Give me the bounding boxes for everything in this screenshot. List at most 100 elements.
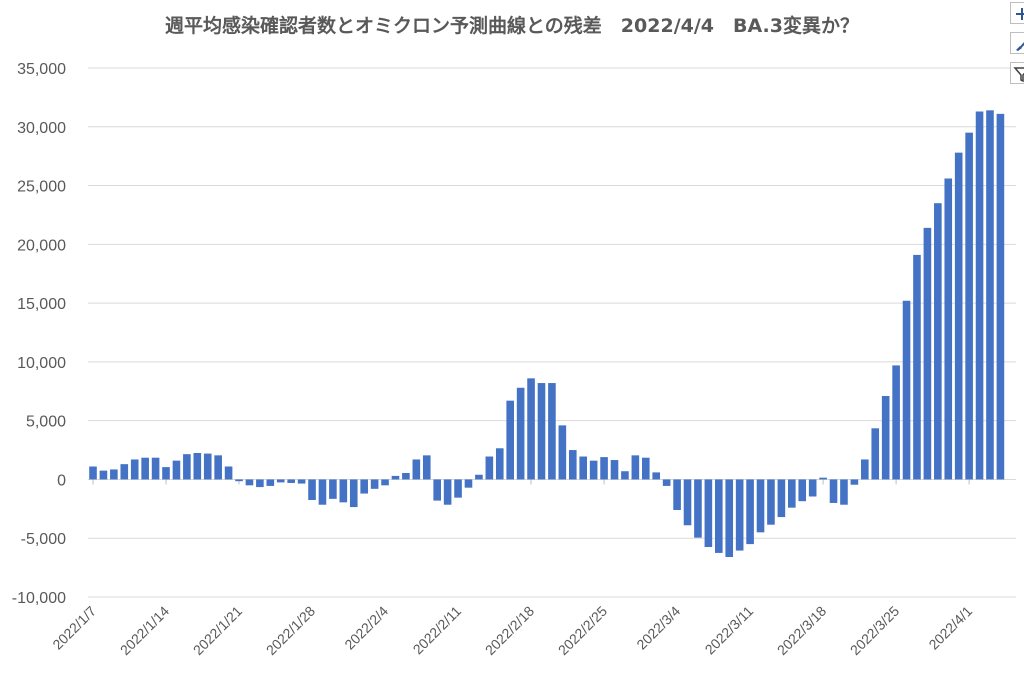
bar	[537, 383, 546, 480]
bar	[495, 448, 504, 480]
bar	[349, 479, 358, 508]
bar	[422, 455, 431, 480]
y-tick-label: 30,000	[17, 120, 66, 137]
bar	[840, 479, 848, 505]
bar	[256, 479, 264, 488]
bar	[621, 471, 629, 480]
bar	[360, 479, 368, 494]
bar	[370, 479, 379, 489]
bar	[454, 479, 462, 498]
bar	[788, 479, 796, 508]
y-tick-label: 20,000	[17, 237, 66, 254]
bar	[381, 479, 389, 486]
x-tick-label: 2022/3/11	[702, 603, 757, 658]
bar	[516, 387, 525, 480]
bar	[746, 479, 754, 545]
bar	[464, 479, 473, 488]
bar	[683, 479, 692, 526]
bar	[151, 457, 160, 480]
bar	[339, 479, 348, 503]
x-tick-label: 2022/1/14	[117, 603, 173, 659]
x-tick-label: 2022/3/18	[774, 603, 830, 659]
x-tick-label: 2022/1/21	[190, 603, 246, 659]
bar	[808, 479, 817, 497]
bar	[183, 454, 191, 480]
x-tick-label: 2022/1/28	[263, 603, 319, 659]
bar	[673, 479, 681, 510]
bar	[506, 400, 514, 480]
y-tick-label: -10,000	[12, 590, 66, 607]
bar	[829, 479, 838, 503]
x-tick-label: 2022/2/11	[410, 603, 465, 658]
bar	[934, 203, 942, 480]
bar	[902, 300, 911, 480]
bar	[527, 378, 535, 480]
x-tick-label: 2022/3/25	[847, 603, 903, 659]
bar	[913, 254, 921, 480]
bar	[214, 455, 222, 480]
bar	[756, 479, 765, 533]
bar	[172, 460, 181, 480]
bar	[203, 453, 212, 480]
ticks: 35,000 30,000 25,000 20,000 15,000 10,000 5,00…	[12, 61, 976, 658]
bar	[892, 365, 900, 480]
bar	[631, 455, 640, 480]
bar	[308, 479, 316, 501]
bar	[245, 479, 254, 486]
bar	[725, 479, 734, 558]
chart-elements-button[interactable]	[1010, 2, 1024, 24]
y-tick-label: 10,000	[17, 355, 66, 372]
bar	[641, 457, 650, 480]
x-tick-label: 2022/2/18	[482, 603, 538, 659]
bar	[923, 227, 932, 480]
bar	[662, 479, 671, 486]
bar	[318, 479, 327, 505]
y-tick-label: 0	[57, 472, 66, 489]
chart-filters-button[interactable]	[1010, 62, 1024, 84]
bar	[224, 466, 233, 480]
bar	[433, 479, 441, 501]
x-tick-label: 2022/2/4	[341, 603, 391, 653]
bar	[329, 479, 337, 499]
bars	[89, 110, 1005, 558]
grid	[88, 67, 1016, 598]
bar	[871, 428, 880, 480]
bar	[735, 479, 744, 551]
bar	[99, 470, 108, 480]
bar	[235, 479, 243, 482]
bar	[944, 178, 953, 480]
y-tick-label: -5,000	[21, 531, 66, 548]
bar	[568, 450, 577, 480]
y-tick-label: 5,000	[26, 414, 66, 431]
bar	[485, 456, 494, 480]
bar	[861, 459, 869, 480]
bar	[975, 111, 984, 480]
chart-styles-button[interactable]	[1010, 32, 1024, 54]
bar	[986, 110, 994, 480]
bar	[287, 479, 295, 483]
bar	[694, 479, 702, 538]
y-tick-label: 35,000	[17, 61, 66, 78]
bar	[297, 479, 306, 484]
bar	[558, 425, 567, 480]
bar	[89, 466, 97, 480]
brush-icon	[1016, 42, 1024, 51]
bar	[850, 479, 859, 485]
plus-icon	[1016, 8, 1024, 20]
bar	[193, 452, 202, 480]
bar	[141, 457, 149, 480]
bar	[579, 456, 588, 480]
y-tick-label: 25,000	[17, 179, 66, 196]
bar	[120, 464, 129, 480]
bar	[767, 479, 775, 525]
bar	[965, 132, 973, 480]
bar	[276, 479, 285, 483]
bar	[391, 475, 400, 480]
filter-icon	[1013, 67, 1024, 83]
bar	[954, 152, 963, 480]
bar	[402, 472, 410, 480]
bar	[652, 472, 661, 480]
bar	[443, 479, 452, 505]
